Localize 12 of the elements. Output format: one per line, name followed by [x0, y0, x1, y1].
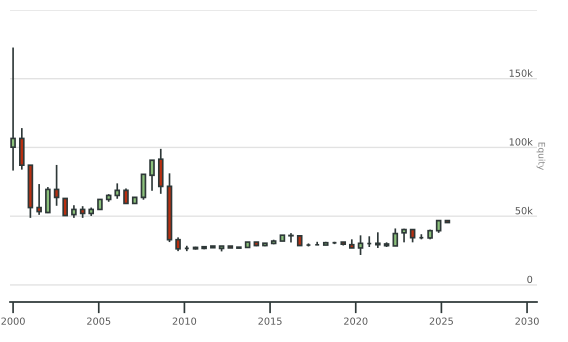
- y-tick-label: 150k: [510, 69, 533, 77]
- x-tick-label: 2030: [515, 317, 539, 325]
- y-tick-label: 100k: [510, 138, 533, 146]
- x-tick-label: 2025: [430, 317, 453, 325]
- y-tick-label: 50k: [516, 206, 533, 214]
- y-tick-label: 0: [527, 276, 532, 284]
- x-tick-label: 2010: [172, 317, 196, 325]
- x-tick-label: 2020: [344, 317, 368, 325]
- x-tick-label: 2000: [1, 317, 25, 325]
- x-tick-label: 2015: [258, 317, 282, 325]
- x-tick-label: 2005: [87, 317, 110, 325]
- y-axis-title: Equity: [536, 142, 546, 170]
